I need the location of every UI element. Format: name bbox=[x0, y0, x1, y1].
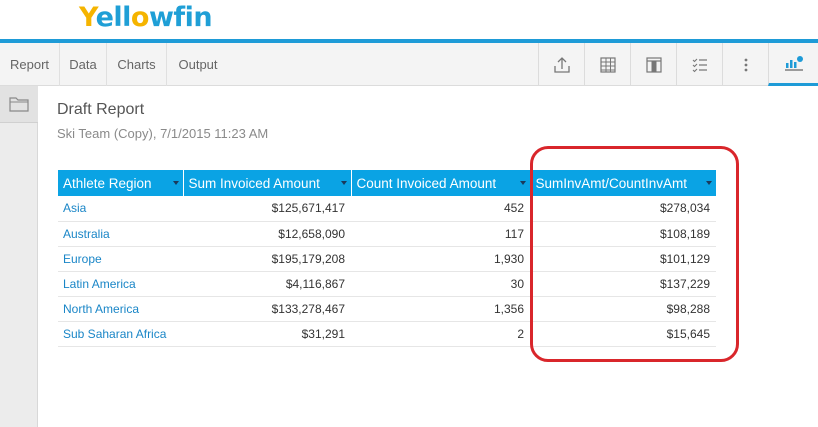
region-cell[interactable]: Sub Saharan Africa bbox=[58, 321, 183, 347]
toolbar: Report Data Charts Output bbox=[0, 43, 818, 86]
sum-cell: $195,179,208 bbox=[183, 246, 351, 272]
report-table: Athlete Region Sum Invoiced Amount Count… bbox=[58, 170, 717, 347]
logo-part: wfin bbox=[148, 2, 213, 33]
column-menu-icon[interactable] bbox=[519, 181, 526, 185]
column-header-label: SumInvAmt/CountInvAmt bbox=[535, 175, 688, 191]
region-cell[interactable]: Europe bbox=[58, 246, 183, 272]
column-header-label: Count Invoiced Amount bbox=[356, 175, 497, 191]
folder-button[interactable] bbox=[0, 86, 38, 123]
ratio-cell: $137,229 bbox=[530, 271, 716, 297]
table-row: Asia $125,671,417 452 $278,034 bbox=[58, 196, 716, 222]
table-icon bbox=[599, 56, 616, 73]
checklist-icon bbox=[692, 58, 707, 72]
table-row: North America $133,278,467 1,356 $98,288 bbox=[58, 296, 716, 322]
tab-report[interactable]: Report bbox=[0, 43, 60, 86]
ratio-cell: $278,034 bbox=[530, 196, 716, 222]
sum-cell: $125,671,417 bbox=[183, 196, 351, 222]
table-row: Australia $12,658,090 117 $108,189 bbox=[58, 221, 716, 247]
tab-charts[interactable]: Charts bbox=[107, 43, 167, 86]
left-sidebar bbox=[0, 86, 38, 427]
folder-icon bbox=[9, 97, 29, 112]
column-header-label: Sum Invoiced Amount bbox=[188, 175, 320, 191]
layout-icon bbox=[645, 56, 662, 73]
count-cell: 1,356 bbox=[351, 296, 530, 322]
tab-output[interactable]: Output bbox=[178, 57, 218, 72]
export-icon bbox=[553, 56, 570, 73]
count-cell: 117 bbox=[351, 221, 530, 247]
table-row: Latin America $4,116,867 30 $137,229 bbox=[58, 271, 716, 297]
layout-button[interactable] bbox=[630, 43, 676, 86]
column-menu-icon[interactable] bbox=[340, 181, 347, 185]
table-row: Sub Saharan Africa $31,291 2 $15,645 bbox=[58, 321, 716, 347]
sum-cell: $12,658,090 bbox=[183, 221, 351, 247]
logo-part: Y bbox=[79, 2, 96, 33]
more-icon bbox=[744, 58, 747, 71]
sum-cell: $4,116,867 bbox=[183, 271, 351, 297]
report-settings-icon bbox=[784, 56, 803, 71]
checklist-button[interactable] bbox=[676, 43, 722, 86]
count-cell: 30 bbox=[351, 271, 530, 297]
count-cell: 452 bbox=[351, 196, 530, 222]
column-menu-icon[interactable] bbox=[705, 181, 712, 185]
column-header-count-invoiced[interactable]: Count Invoiced Amount bbox=[351, 170, 531, 196]
highlight-annotation bbox=[530, 146, 739, 362]
ratio-cell: $108,189 bbox=[530, 221, 716, 247]
app-header: Yellowfin bbox=[0, 0, 818, 40]
ratio-cell: $15,645 bbox=[530, 321, 716, 347]
column-menu-icon[interactable] bbox=[172, 181, 179, 185]
region-cell[interactable]: Latin America bbox=[58, 271, 183, 297]
report-settings-button[interactable] bbox=[768, 43, 818, 86]
column-header-ratio[interactable]: SumInvAmt/CountInvAmt bbox=[530, 170, 717, 196]
more-options-button[interactable] bbox=[722, 43, 768, 86]
report-subtitle: Ski Team (Copy), 7/1/2015 11:23 AM bbox=[57, 126, 269, 141]
table-view-button[interactable] bbox=[584, 43, 630, 86]
sum-cell: $133,278,467 bbox=[183, 296, 351, 322]
export-button[interactable] bbox=[538, 43, 584, 86]
column-header-sum-invoiced[interactable]: Sum Invoiced Amount bbox=[183, 170, 352, 196]
report-title: Draft Report bbox=[57, 101, 145, 118]
region-cell[interactable]: Asia bbox=[58, 196, 183, 222]
count-cell: 2 bbox=[351, 321, 530, 347]
logo-part: o bbox=[130, 2, 150, 33]
region-cell[interactable]: Australia bbox=[58, 221, 183, 247]
sum-cell: $31,291 bbox=[183, 321, 351, 347]
column-header-label: Athlete Region bbox=[63, 175, 152, 191]
count-cell: 1,930 bbox=[351, 246, 530, 272]
ratio-cell: $101,129 bbox=[530, 246, 716, 272]
yellowfin-logo[interactable]: Yellowfin bbox=[79, 2, 213, 33]
table-row: Europe $195,179,208 1,930 $101,129 bbox=[58, 246, 716, 272]
tab-data[interactable]: Data bbox=[60, 43, 107, 86]
logo-part: ell bbox=[95, 2, 132, 33]
header-accent-bar bbox=[0, 39, 818, 43]
table-header-row: Athlete Region Sum Invoiced Amount Count… bbox=[58, 170, 717, 196]
ratio-cell: $98,288 bbox=[530, 296, 716, 322]
region-cell[interactable]: North America bbox=[58, 296, 183, 322]
column-header-athlete-region[interactable]: Athlete Region bbox=[58, 170, 184, 196]
